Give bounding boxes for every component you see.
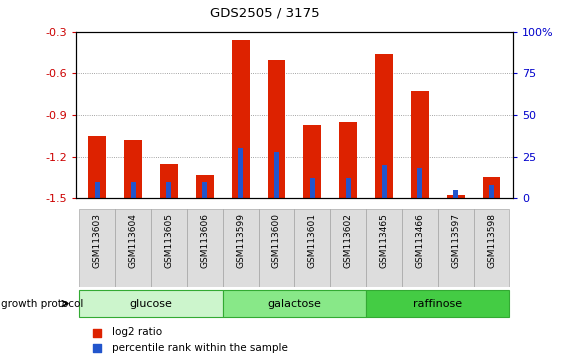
Bar xyxy=(231,40,250,198)
Text: GSM113605: GSM113605 xyxy=(164,213,174,268)
Bar xyxy=(438,209,473,287)
Bar xyxy=(124,140,142,198)
Bar xyxy=(89,136,106,198)
Bar xyxy=(196,175,214,198)
Bar xyxy=(238,148,243,198)
Bar xyxy=(259,209,294,287)
Bar xyxy=(79,290,223,317)
Bar xyxy=(131,182,136,198)
Text: GSM113606: GSM113606 xyxy=(201,213,209,268)
Text: GSM113598: GSM113598 xyxy=(487,213,496,268)
Bar xyxy=(274,152,279,198)
Bar xyxy=(402,209,438,287)
Text: galactose: galactose xyxy=(268,298,321,309)
Bar xyxy=(151,209,187,287)
Bar xyxy=(223,290,366,317)
Bar xyxy=(483,177,500,198)
Text: GSM113466: GSM113466 xyxy=(415,213,424,268)
Text: GSM113465: GSM113465 xyxy=(380,213,388,268)
Text: GSM113604: GSM113604 xyxy=(129,213,138,268)
Bar xyxy=(294,209,330,287)
Bar xyxy=(489,185,494,198)
Bar xyxy=(303,125,321,198)
Text: GSM113599: GSM113599 xyxy=(236,213,245,268)
Bar xyxy=(167,182,171,198)
Bar xyxy=(411,91,429,198)
Bar xyxy=(330,209,366,287)
Bar xyxy=(375,54,393,198)
Text: glucose: glucose xyxy=(129,298,173,309)
Bar xyxy=(417,168,422,198)
Bar xyxy=(160,164,178,198)
Legend: log2 ratio, percentile rank within the sample: log2 ratio, percentile rank within the s… xyxy=(87,327,287,353)
Bar xyxy=(453,190,458,198)
Bar xyxy=(473,209,510,287)
Bar xyxy=(268,59,286,198)
Bar xyxy=(381,165,387,198)
Text: growth protocol: growth protocol xyxy=(1,298,83,309)
Bar xyxy=(223,209,259,287)
Bar xyxy=(95,182,100,198)
Bar xyxy=(339,122,357,198)
Bar xyxy=(447,195,465,198)
Text: GSM113600: GSM113600 xyxy=(272,213,281,268)
Bar xyxy=(115,209,151,287)
Bar xyxy=(310,178,315,198)
Text: raffinose: raffinose xyxy=(413,298,462,309)
Text: GSM113597: GSM113597 xyxy=(451,213,460,268)
Bar xyxy=(366,209,402,287)
Bar xyxy=(366,290,510,317)
Text: GSM113603: GSM113603 xyxy=(93,213,102,268)
Bar xyxy=(346,178,351,198)
Bar xyxy=(79,209,115,287)
Text: GSM113602: GSM113602 xyxy=(343,213,353,268)
Bar xyxy=(187,209,223,287)
Text: GDS2505 / 3175: GDS2505 / 3175 xyxy=(210,6,320,19)
Bar xyxy=(202,182,208,198)
Text: GSM113601: GSM113601 xyxy=(308,213,317,268)
